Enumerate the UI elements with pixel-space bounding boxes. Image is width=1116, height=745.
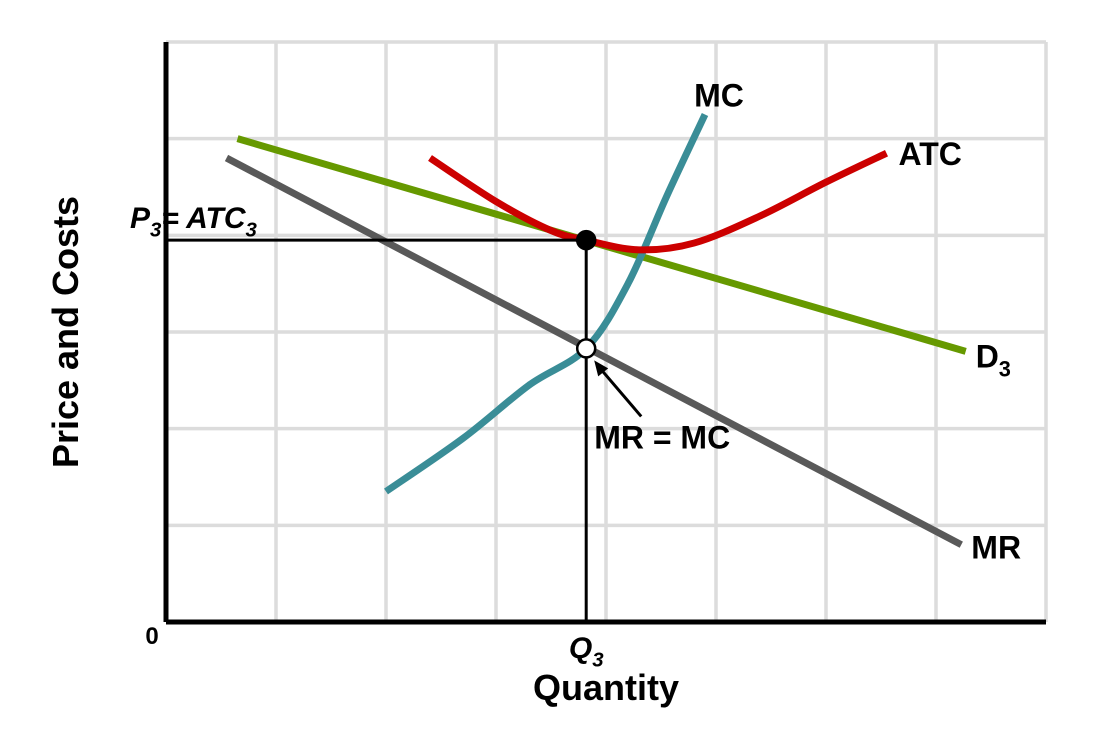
labels-layer: MC ATC D3 MR MR = MC P3= ATC3 Q3 0 Quantity Price…	[45, 78, 1021, 709]
axes	[163, 42, 1046, 625]
series-atc-line	[428, 150, 889, 254]
y-axis-title: Price and Costs	[45, 196, 86, 468]
series-label-atc: ATC	[899, 136, 962, 172]
x-tick-label-q3: Q3	[569, 632, 604, 671]
origin-label: 0	[145, 623, 158, 650]
equilibrium-point	[575, 229, 597, 251]
y-tick-label-p3-atc3: P3= ATC3	[130, 202, 258, 241]
annotation-mr-eq-mc: MR = MC	[594, 419, 730, 455]
series-label-mr: MR	[971, 530, 1021, 566]
series-layer	[224, 113, 967, 548]
annotation-arrow-line	[599, 367, 643, 418]
grid	[166, 40, 1048, 622]
mr-mc-point	[575, 338, 597, 359]
points-layer	[575, 229, 597, 359]
series-label-d3: D3	[976, 338, 1011, 381]
x-axis-title: Quantity	[533, 667, 679, 708]
guide-lines	[166, 238, 588, 622]
annotation-arrow-head	[594, 360, 609, 377]
series-label-mc: MC	[694, 78, 744, 114]
